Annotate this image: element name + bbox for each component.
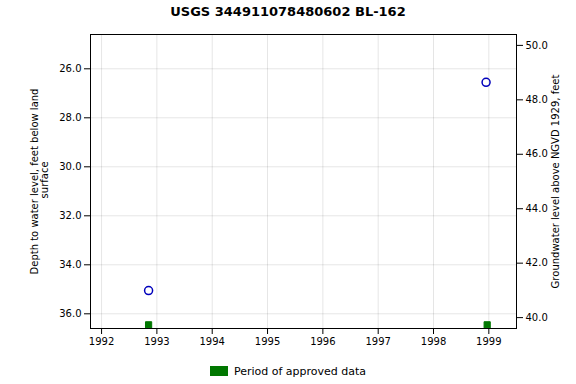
html-text:USGS 344911078480602 BL-162: USGS 344911078480602 BL-162 [170, 4, 406, 19]
svg-text:48.0: 48.0 [526, 94, 548, 105]
svg-text:36.0: 36.0 [59, 308, 81, 319]
svg-text:26.0: 26.0 [59, 63, 81, 74]
svg-text:Depth to water level, feet bel: Depth to water level, feet below land su… [29, 89, 50, 275]
svg-text:30.0: 30.0 [59, 161, 81, 172]
svg-text:1998: 1998 [421, 336, 446, 347]
svg-text:40.0: 40.0 [526, 312, 548, 323]
svg-text:Groundwater level above NGVD 1: Groundwater level above NGVD 1929, feet [550, 75, 561, 289]
svg-text:46.0: 46.0 [526, 148, 548, 159]
svg-text:50.0: 50.0 [526, 40, 548, 51]
svg-text:44.0: 44.0 [526, 203, 548, 214]
svg-text:1993: 1993 [144, 336, 169, 347]
svg-text:1999: 1999 [476, 336, 501, 347]
svg-text:1995: 1995 [255, 336, 280, 347]
svg-text:32.0: 32.0 [59, 210, 81, 221]
svg-text:42.0: 42.0 [526, 257, 548, 268]
svg-text:1996: 1996 [310, 336, 335, 347]
svg-text:1992: 1992 [89, 336, 114, 347]
svg-text:28.0: 28.0 [59, 112, 81, 123]
svg-text:34.0: 34.0 [59, 259, 81, 270]
svg-text:1994: 1994 [199, 336, 224, 347]
svg-text:1997: 1997 [365, 336, 390, 347]
html-text:Period of approved data: Period of approved data [233, 364, 367, 378]
